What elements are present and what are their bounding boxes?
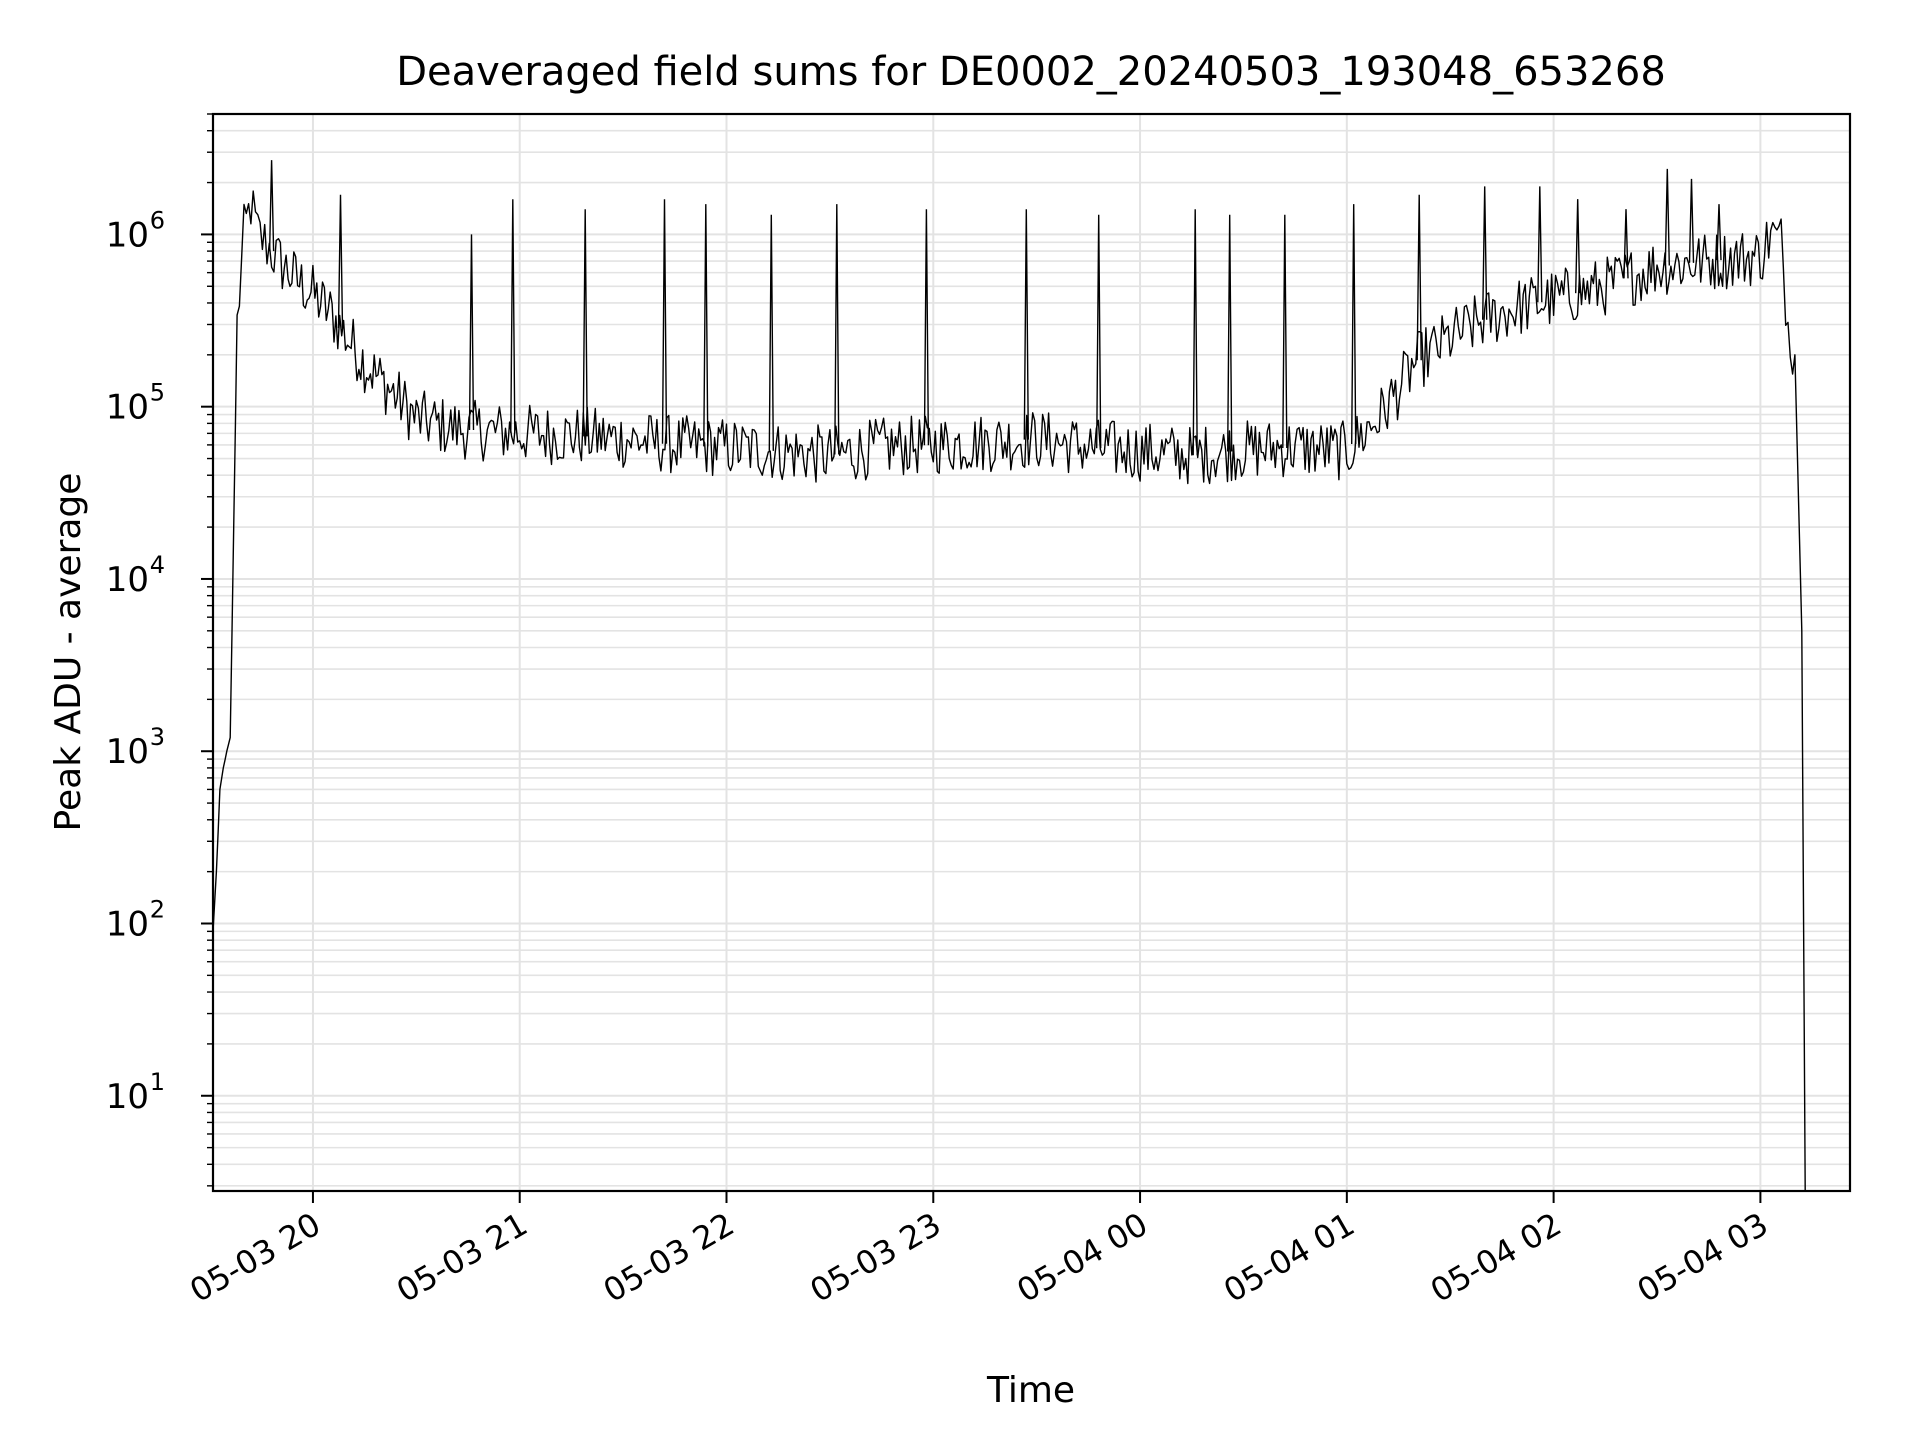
series-spike xyxy=(1716,204,1722,261)
series-spike xyxy=(1023,209,1029,440)
series-spike xyxy=(923,209,930,446)
series-spike xyxy=(1227,214,1233,452)
axis-ticks xyxy=(201,113,1762,1203)
y-tick-label: 10 xyxy=(106,1077,149,1117)
series-spike xyxy=(1575,199,1581,294)
series-spike xyxy=(661,199,668,444)
series-spike xyxy=(1482,186,1488,320)
series-spike xyxy=(1416,194,1422,361)
plot-frame xyxy=(211,112,1852,1193)
series-spike xyxy=(1351,204,1357,445)
y-tick-exponent: 3 xyxy=(150,723,165,751)
series-spike xyxy=(834,204,840,455)
y-tick-exponent: 1 xyxy=(150,1068,165,1096)
series-spike xyxy=(582,209,588,437)
y-tick-label: 10 xyxy=(106,215,149,255)
x-axis-label: Time xyxy=(986,1370,1075,1411)
y-tick-exponent: 2 xyxy=(150,895,165,923)
series-line xyxy=(213,190,1806,1191)
series-spike xyxy=(1282,214,1288,449)
series-spike xyxy=(510,199,516,433)
series-spikes xyxy=(268,160,1722,456)
series-spike xyxy=(1623,209,1629,279)
series-spike xyxy=(337,194,344,329)
series-spike xyxy=(1537,186,1543,303)
series-spike xyxy=(1664,168,1670,266)
series-spike xyxy=(1688,178,1695,263)
y-tick-exponent: 5 xyxy=(150,379,165,407)
y-tick-exponent: 4 xyxy=(150,551,165,579)
y-tick-label: 10 xyxy=(106,560,149,600)
series-spike xyxy=(1096,214,1102,449)
y-tick-label: 10 xyxy=(106,388,149,428)
series-spike xyxy=(468,234,475,431)
y-tick-label: 10 xyxy=(106,904,149,944)
series-spike xyxy=(268,160,275,252)
y-tick-label: 10 xyxy=(106,732,149,772)
series-spike xyxy=(768,214,774,451)
series-spike xyxy=(1192,209,1198,456)
y-axis-label: Peak ADU - average xyxy=(48,473,89,832)
chart-title: Deaveraged field sums for DE0002_2024050… xyxy=(396,49,1666,95)
grid-lines xyxy=(213,113,1850,1191)
series-spike xyxy=(703,204,709,447)
y-tick-exponent: 6 xyxy=(150,206,165,234)
